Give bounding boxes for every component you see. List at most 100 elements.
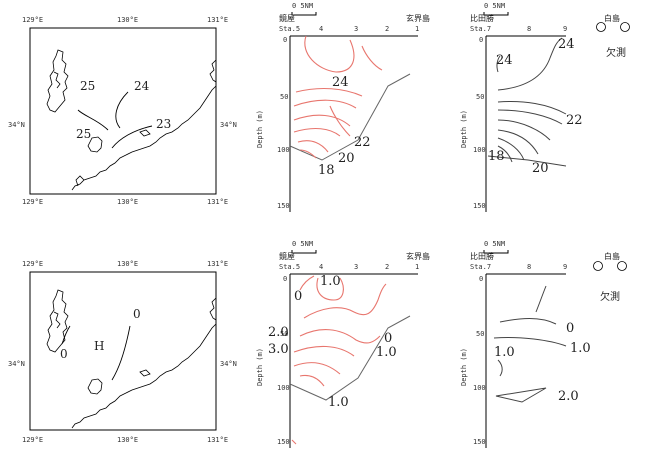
station-circle-a [596,22,606,32]
section-a-top: 0 5NM 鏡屋 玄界島 Sta.5 4 3 2 1 0 50 100 150 … [256,2,430,212]
station-4: 4 [319,263,323,271]
isoline-24 [115,91,129,129]
tsushima-inlet [53,71,61,89]
depth-0: 0 [283,275,287,283]
map-bottom: 129°E 130°E 131°E 34°N 34°N 129°E 130°E … [8,260,237,444]
contour-label-24-left: 24 [496,53,513,68]
scale-bar [483,12,509,16]
isoline-stub [291,439,297,445]
isoline-1.0-right [493,337,567,347]
isotherm-18 [497,145,513,163]
iki-island [87,136,103,153]
missing-label: 欠測 [606,46,626,59]
scale-bar [291,250,317,254]
depth-50: 50 [280,330,288,338]
contour-label-1.0-left: 1.0 [494,345,515,360]
lat-label-left: 34°N [8,360,25,368]
contour-label-1.0-right: 1.0 [376,345,397,360]
isotherm-22 [497,119,551,141]
section-b-bottom: 0 5NM 比田勝 白島 Sta.7 8 9 0 50 100 150 Dept… [460,240,627,448]
station-circle-a [593,261,603,271]
right-place: 白島 [604,13,620,23]
station-label: Sta.7 [470,263,491,271]
contour-label-24-top: 24 [558,37,575,52]
contour-label-18: 18 [488,149,505,164]
lon-label-top-3: 131°E [207,260,228,268]
right-place: 玄界島 [406,251,430,261]
depth-0: 0 [479,275,483,283]
isoline-25 [77,109,109,131]
isotherm-c [293,99,357,109]
scale-label: 0 5NM [484,240,505,248]
contour-label-22: 22 [354,135,371,150]
isotherm-b [497,109,563,125]
seabed [289,315,411,401]
lon-label-bottom-2: 130°E [117,436,138,444]
scale-bar [483,250,509,254]
lon-label-bottom-1: 129°E [22,436,43,444]
lon-label-bottom-2: 130°E [117,198,138,206]
station-circle-b [617,261,627,271]
depth-150: 150 [277,438,290,446]
depth-150: 150 [473,438,486,446]
station-4: 4 [319,25,323,33]
contour-label-1.0-top: 1.0 [320,274,341,289]
small-island [139,369,151,377]
depth-0: 0 [479,36,483,44]
isoline-23 [111,125,153,149]
isoline-0 [111,325,131,381]
isotherm-a [497,101,567,115]
map-top: 129°E 130°E 131°E 34°N 34°N 129°E 130°E … [8,16,237,206]
map-frame [29,271,217,431]
tsushima-island [46,289,69,353]
contour-label-20: 20 [532,161,549,176]
depth-100: 100 [277,146,290,154]
section-a-bottom: 0 5NM 鏡屋 玄界島 Sta.5 4 3 2 1 0 50 100 150 … [256,240,430,448]
contour-label-2.0: 2.0 [268,325,289,340]
ylabel: Depth (m) [256,110,264,148]
contour-label-25b: 25 [76,127,91,141]
lat-label-left: 34°N [8,121,25,129]
station-2: 2 [385,25,389,33]
contour-label-23: 23 [156,117,171,131]
station-label: Sta.5 [279,263,300,271]
isotherm-c [497,129,539,155]
station-1: 1 [415,25,419,33]
lon-label-top-1: 129°E [22,260,43,268]
station-circle-b [620,22,630,32]
station-label: Sta.7 [470,25,491,33]
contour-label-3.0: 3.0 [268,342,289,357]
isoline-0-left [61,325,71,345]
lon-label-top-3: 131°E [207,16,228,24]
isotherm-d [497,137,525,161]
right-place: 玄界島 [406,13,430,23]
lon-label-bottom-3: 131°E [207,436,228,444]
map-frame [29,27,217,195]
station-8: 8 [527,25,531,33]
station-9: 9 [563,263,567,271]
contour-label-0: 0 [566,321,574,336]
lon-label-bottom-3: 131°E [207,198,228,206]
seabed [487,155,567,167]
left-place: 比田勝 [470,251,494,261]
depth-100: 100 [277,384,290,392]
missing-label: 欠測 [600,290,620,303]
isoline-b [299,329,381,344]
contour-label-0-right: 0 [384,331,392,346]
lon-label-bottom-1: 129°E [22,198,43,206]
tsushima-island [46,49,69,113]
isotherm-24 [497,37,563,91]
lon-label-top-2: 130°E [117,16,138,24]
isotherm-20 [297,140,329,153]
isoline-left-top [299,275,315,291]
contour-label-22: 22 [566,113,583,128]
isotherm-22 [293,127,341,137]
depth-100: 100 [473,146,486,154]
left-place: 鏡屋 [279,13,295,23]
station-label: Sta.5 [279,25,300,33]
isoline-top [316,277,344,301]
isotherm-18 [299,149,317,159]
scale-label: 0 5NM [484,2,505,10]
isoline-a [303,283,387,319]
depth-150: 150 [473,202,486,210]
